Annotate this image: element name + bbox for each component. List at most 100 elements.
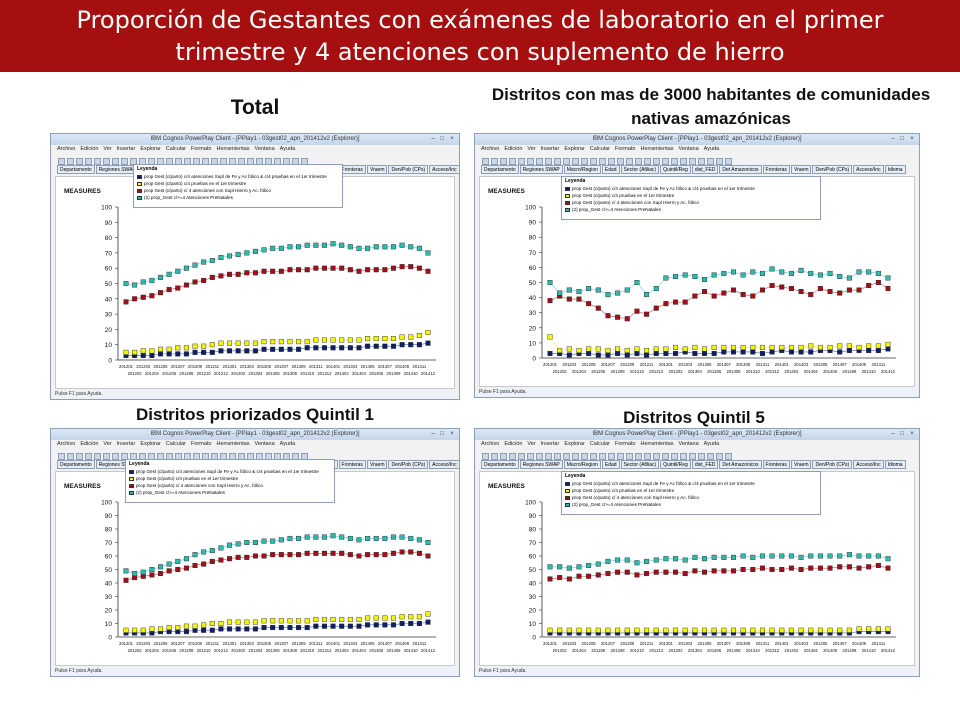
- toolbar-button-icon[interactable]: [536, 453, 543, 460]
- dimension-tab[interactable]: Sector (Afiliac): [620, 460, 660, 469]
- dimension-tab[interactable]: Departamento: [481, 460, 519, 469]
- toolbar-button-icon[interactable]: [58, 453, 65, 460]
- maximize-button[interactable]: □: [440, 431, 444, 437]
- toolbar-button-icon[interactable]: [482, 453, 489, 460]
- toolbar-button-icon[interactable]: [653, 158, 660, 165]
- menu-item[interactable]: Ver: [527, 441, 536, 447]
- toolbar-button-icon[interactable]: [671, 453, 678, 460]
- close-button[interactable]: ×: [450, 431, 454, 437]
- dimension-tab[interactable]: Den/Pob (CPs): [812, 460, 853, 469]
- menu-item[interactable]: Ayuda: [279, 441, 296, 447]
- toolbar-button-icon[interactable]: [85, 158, 92, 165]
- dimension-tab[interactable]: Departamento: [57, 460, 95, 469]
- dimension-tab[interactable]: Fronteras: [762, 165, 790, 174]
- menu-item[interactable]: Ventana: [678, 441, 699, 447]
- toolbar-button-icon[interactable]: [94, 158, 101, 165]
- toolbar-button-icon[interactable]: [599, 158, 606, 165]
- toolbar-button-icon[interactable]: [94, 453, 101, 460]
- menu-item[interactable]: Ver: [527, 146, 536, 152]
- toolbar-button-icon[interactable]: [482, 158, 489, 165]
- toolbar-button-icon[interactable]: [581, 158, 588, 165]
- dimension-tab[interactable]: Sector (Afiliac): [620, 165, 660, 174]
- toolbar-button-icon[interactable]: [554, 453, 561, 460]
- toolbar-button-icon[interactable]: [716, 158, 723, 165]
- menu-item[interactable]: Insertar: [116, 441, 136, 447]
- toolbar-button-icon[interactable]: [103, 158, 110, 165]
- toolbar-button-icon[interactable]: [545, 158, 552, 165]
- menu-item[interactable]: Edición: [80, 146, 99, 152]
- toolbar-button-icon[interactable]: [58, 158, 65, 165]
- menu-item[interactable]: Edición: [504, 146, 523, 152]
- dimension-tab[interactable]: Den/Pob (CPs): [812, 165, 853, 174]
- menu-item[interactable]: Ventana: [678, 146, 699, 152]
- toolbar-button-icon[interactable]: [725, 453, 732, 460]
- toolbar-button-icon[interactable]: [491, 453, 498, 460]
- toolbar-button-icon[interactable]: [527, 453, 534, 460]
- toolbar-button-icon[interactable]: [680, 158, 687, 165]
- toolbar-button-icon[interactable]: [671, 158, 678, 165]
- dimension-tab[interactable]: Quintil/Reg: [660, 460, 691, 469]
- dimension-tab[interactable]: Acceso/Inc: [429, 460, 459, 469]
- toolbar-button-icon[interactable]: [112, 453, 119, 460]
- minimize-button[interactable]: –: [891, 431, 895, 437]
- toolbar-button-icon[interactable]: [626, 158, 633, 165]
- toolbar-button-icon[interactable]: [518, 158, 525, 165]
- dimension-tab[interactable]: Quintil/Reg: [660, 165, 691, 174]
- toolbar-button-icon[interactable]: [644, 158, 651, 165]
- dimension-tab[interactable]: Regiones SWAP: [519, 460, 563, 469]
- menu-item[interactable]: Calcular: [589, 441, 610, 447]
- menu-item[interactable]: Archivo: [57, 441, 76, 447]
- menu-item[interactable]: Herramientas: [216, 441, 250, 447]
- dimension-tab[interactable]: Vraem: [366, 460, 388, 469]
- dimension-tab[interactable]: Fronteras: [338, 460, 366, 469]
- legend[interactable]: Leyenda prop Gest (c/parto) c/4 atencione…: [133, 164, 343, 208]
- toolbar-button-icon[interactable]: [112, 158, 119, 165]
- toolbar-button-icon[interactable]: [662, 453, 669, 460]
- toolbar-button-icon[interactable]: [599, 453, 606, 460]
- menu-item[interactable]: Herramientas: [640, 146, 674, 152]
- menu-item[interactable]: Edición: [504, 441, 523, 447]
- dimension-tab[interactable]: Acceso/Inc: [853, 460, 884, 469]
- dimension-tab[interactable]: Macro/Region: [563, 460, 601, 469]
- close-button[interactable]: ×: [910, 136, 914, 142]
- dimension-tab[interactable]: Det Amazonicos: [719, 460, 762, 469]
- dimension-tab[interactable]: Acceso/Inc: [853, 165, 884, 174]
- menu-item[interactable]: Ayuda: [279, 146, 296, 152]
- toolbar-button-icon[interactable]: [572, 453, 579, 460]
- toolbar-button-icon[interactable]: [635, 453, 642, 460]
- toolbar-button-icon[interactable]: [689, 453, 696, 460]
- toolbar-button-icon[interactable]: [518, 453, 525, 460]
- menu-item[interactable]: Archivo: [481, 146, 500, 152]
- dimension-tab[interactable]: Edad: [601, 165, 620, 174]
- menu-item[interactable]: Explorar: [140, 441, 161, 447]
- toolbar-button-icon[interactable]: [617, 158, 624, 165]
- toolbar-button-icon[interactable]: [707, 158, 714, 165]
- menu-item[interactable]: Explorar: [140, 146, 161, 152]
- toolbar-button-icon[interactable]: [509, 453, 516, 460]
- menu-item[interactable]: Ayuda: [703, 441, 720, 447]
- menu-item[interactable]: Ventana: [254, 441, 275, 447]
- dimension-tab[interactable]: Vraem: [366, 165, 388, 174]
- toolbar-button-icon[interactable]: [590, 158, 597, 165]
- menu-item[interactable]: Formato: [190, 146, 212, 152]
- legend[interactable]: Leyenda prop Gest (c/parto) c/4 atencione…: [561, 176, 821, 220]
- minimize-button[interactable]: –: [431, 136, 435, 142]
- dimension-tab[interactable]: Acceso/Inc: [429, 165, 459, 174]
- dimension-tab[interactable]: Den/Pob (CPs): [388, 460, 429, 469]
- toolbar-button-icon[interactable]: [121, 453, 128, 460]
- toolbar-button-icon[interactable]: [617, 453, 624, 460]
- dimension-tab[interactable]: Idioma: [884, 460, 906, 469]
- toolbar-button-icon[interactable]: [698, 158, 705, 165]
- toolbar-button-icon[interactable]: [680, 453, 687, 460]
- toolbar-button-icon[interactable]: [635, 158, 642, 165]
- toolbar-button-icon[interactable]: [725, 158, 732, 165]
- close-button[interactable]: ×: [450, 136, 454, 142]
- maximize-button[interactable]: □: [440, 136, 444, 142]
- toolbar-button-icon[interactable]: [626, 453, 633, 460]
- menu-item[interactable]: Formato: [614, 146, 636, 152]
- maximize-button[interactable]: □: [900, 136, 904, 142]
- dimension-tab[interactable]: dist_FED: [691, 165, 719, 174]
- toolbar-button-icon[interactable]: [572, 158, 579, 165]
- toolbar-button-icon[interactable]: [500, 453, 507, 460]
- toolbar-button-icon[interactable]: [545, 453, 552, 460]
